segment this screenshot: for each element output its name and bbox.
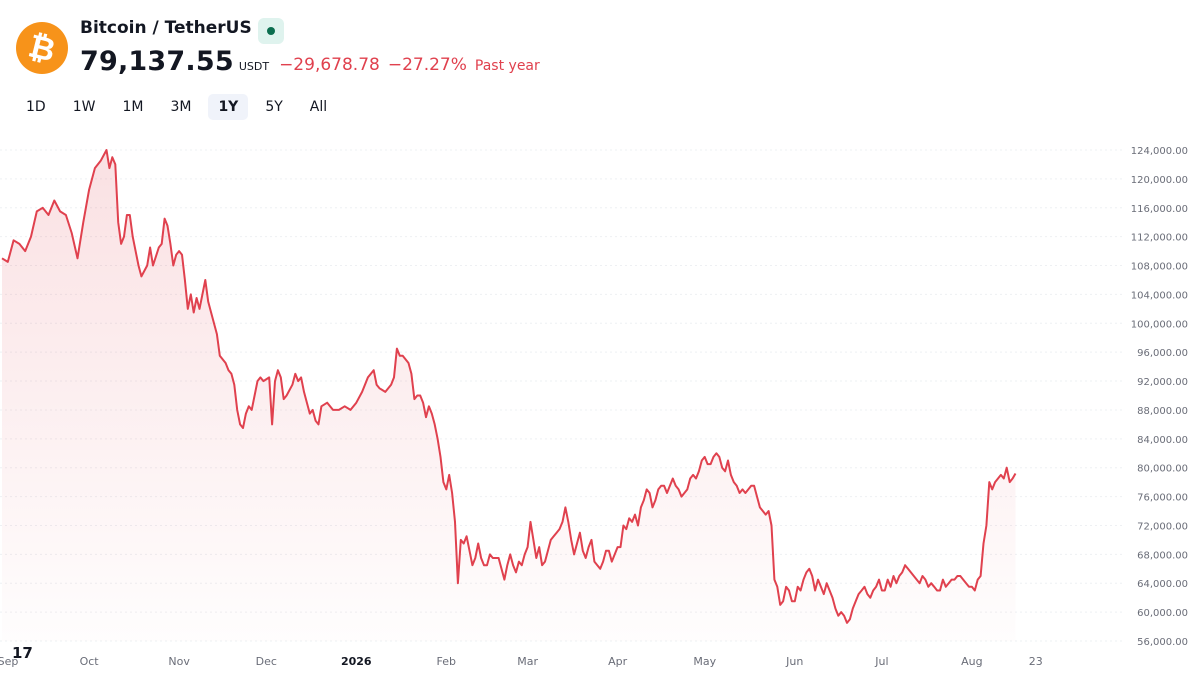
price-row: 79,137.55 USDT −29,678.78 −27.27% Past y… (80, 46, 540, 77)
range-all-button[interactable]: All (309, 99, 328, 115)
symbol-title[interactable]: Bitcoin / TetherUS (80, 18, 252, 38)
x-tick-label: Jul (874, 655, 888, 668)
y-tick-label: 124,000.00 (1131, 146, 1188, 157)
y-tick-label: 84,000.00 (1137, 435, 1188, 446)
x-tick-label: Jun (785, 655, 803, 668)
tradingview-logo-icon[interactable]: 17 (12, 644, 33, 662)
symbol-header: ₿ Bitcoin / TetherUS 79,137.55 USDT −29,… (0, 0, 1200, 90)
range-5y-button[interactable]: 5Y (265, 99, 283, 115)
range-1w-button[interactable]: 1W (72, 99, 96, 115)
x-tick-label: Apr (608, 655, 628, 668)
y-tick-label: 96,000.00 (1137, 348, 1188, 359)
x-axis: Sep Oct Nov Dec 2026 Feb Mar Apr May Jun Jul Aug 23 (0, 655, 1043, 668)
price-area-fill (2, 150, 1016, 641)
range-3m-button[interactable]: 3M (170, 99, 192, 115)
y-tick-label: 116,000.00 (1131, 204, 1188, 215)
x-tick-label: 23 (1029, 655, 1043, 668)
y-tick-label: 108,000.00 (1131, 262, 1188, 273)
x-tick-label: May (693, 655, 716, 668)
x-tick-label: Sep (0, 655, 18, 668)
x-tick-label: Aug (961, 655, 982, 668)
bitcoin-logo-icon: ₿ (16, 22, 68, 74)
change-period-label: Past year (474, 58, 540, 74)
price-line[interactable] (1, 149, 1017, 624)
y-axis: 56,000.00 60,000.00 64,000.00 68,000.00 72,0… (1131, 146, 1188, 648)
y-tick-label: 64,000.00 (1137, 579, 1188, 590)
y-tick-label: 80,000.00 (1137, 464, 1188, 475)
last-price: 79,137.55 (80, 46, 234, 77)
y-tick-label: 92,000.00 (1137, 377, 1188, 388)
y-tick-label: 100,000.00 (1131, 319, 1188, 330)
x-tick-label: Dec (256, 655, 277, 668)
y-tick-label: 72,000.00 (1137, 521, 1188, 532)
price-change-pct: −27.27% (387, 55, 467, 75)
y-tick-label: 68,000.00 (1137, 550, 1188, 561)
y-tick-label: 120,000.00 (1131, 175, 1188, 186)
range-1d-button[interactable]: 1D (26, 99, 46, 115)
x-tick-label: 2026 (341, 655, 372, 668)
x-tick-label: Mar (517, 655, 538, 668)
y-tick-label: 88,000.00 (1137, 406, 1188, 417)
market-status-badge[interactable] (258, 18, 284, 44)
y-tick-label: 60,000.00 (1137, 608, 1188, 619)
currency-label: USDT (238, 60, 270, 73)
y-tick-label: 56,000.00 (1137, 637, 1188, 648)
y-tick-label: 76,000.00 (1137, 493, 1188, 504)
range-1m-button[interactable]: 1M (122, 99, 144, 115)
range-1y-button[interactable]: 1Y (208, 94, 249, 120)
y-tick-label: 104,000.00 (1131, 290, 1188, 301)
market-open-dot-icon (267, 27, 275, 35)
x-tick-label: Oct (80, 655, 100, 668)
y-tick-label: 112,000.00 (1131, 233, 1188, 244)
price-change-abs: −29,678.78 (279, 55, 380, 75)
price-chart[interactable]: 56,000.00 60,000.00 64,000.00 68,000.00 72,0… (0, 130, 1200, 675)
range-selector: 1D 1W 1M 3M 1Y 5Y All (16, 94, 344, 120)
x-tick-label: Feb (437, 655, 456, 668)
x-tick-label: Nov (168, 655, 190, 668)
